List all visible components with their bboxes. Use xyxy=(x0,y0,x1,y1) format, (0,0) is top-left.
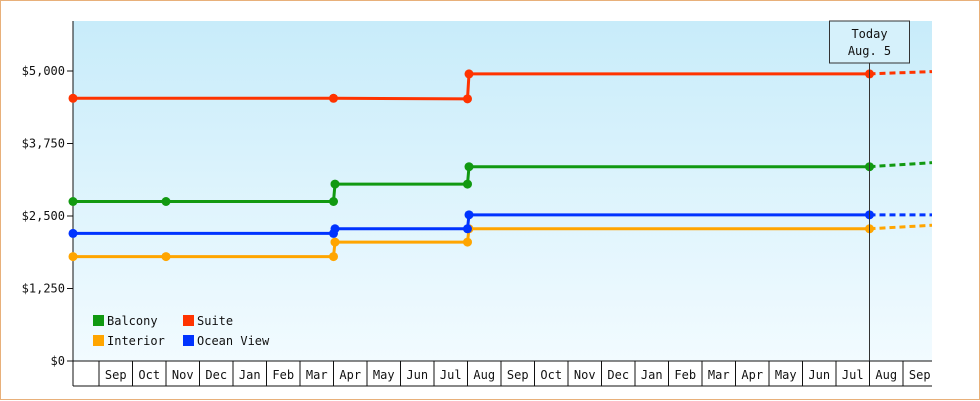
data-point xyxy=(330,179,340,189)
x-tick-label: Sep xyxy=(507,368,529,382)
data-point xyxy=(463,94,472,104)
x-tick-label: Oct xyxy=(540,368,562,382)
data-point xyxy=(68,93,78,103)
series-line xyxy=(73,213,870,235)
x-tick-label: Apr xyxy=(741,368,763,382)
x-tick-label: Nov xyxy=(172,368,194,382)
legend-swatch xyxy=(183,315,194,326)
legend-swatch xyxy=(93,315,104,326)
x-tick-label: Jan xyxy=(239,368,261,382)
x-tick-label: Sep xyxy=(909,368,931,382)
legend-label: Interior xyxy=(107,334,165,348)
y-tick-label: $0 xyxy=(51,354,65,368)
data-point xyxy=(330,237,340,247)
x-tick-label: Jul xyxy=(440,368,462,382)
data-point xyxy=(329,93,338,103)
x-tick-label: Mar xyxy=(708,368,730,382)
plot-background xyxy=(73,21,932,361)
x-tick-label: Sep xyxy=(105,368,127,382)
data-point xyxy=(329,252,338,262)
data-point xyxy=(161,197,171,206)
today-date: Aug. 5 xyxy=(848,44,891,58)
x-tick-label: Oct xyxy=(138,368,160,382)
x-tick-label: Nov xyxy=(574,368,596,382)
data-point xyxy=(68,197,78,206)
data-point xyxy=(464,210,474,220)
series-projection xyxy=(869,70,933,76)
x-tick-label: Jun xyxy=(406,368,428,382)
legend-swatch xyxy=(93,335,104,346)
y-tick-label: $3,750 xyxy=(22,137,65,151)
data-point xyxy=(464,69,474,79)
x-tick-label: Aug xyxy=(875,368,897,382)
legend-label: Ocean View xyxy=(197,334,270,348)
legend-label: Suite xyxy=(197,314,233,328)
x-tick-label: Feb xyxy=(674,368,696,382)
x-tick-label: Jul xyxy=(842,368,864,382)
x-tick-label: Apr xyxy=(339,368,361,382)
x-tick-label: Dec xyxy=(205,368,227,382)
data-point xyxy=(330,224,340,234)
legend-label: Balcony xyxy=(107,314,158,328)
data-point xyxy=(161,252,171,262)
x-tick-label: May xyxy=(373,368,395,382)
data-point xyxy=(68,228,78,238)
x-tick-label: Jan xyxy=(641,368,663,382)
series-projection xyxy=(869,223,933,231)
y-tick-label: $2,500 xyxy=(22,209,65,223)
x-tick-label: Aug xyxy=(473,368,495,382)
data-point xyxy=(463,224,472,234)
data-point xyxy=(464,162,474,172)
data-point xyxy=(329,197,338,206)
x-tick-label: Dec xyxy=(607,368,629,382)
x-tick-label: May xyxy=(775,368,797,382)
today-label: Today xyxy=(851,27,887,41)
x-tick-label: Jun xyxy=(808,368,830,382)
legend-swatch xyxy=(183,335,194,346)
data-point xyxy=(463,237,472,247)
data-point xyxy=(463,179,472,189)
x-tick-label: Mar xyxy=(306,368,328,382)
y-tick-label: $1,250 xyxy=(22,282,65,296)
series-projection xyxy=(869,161,933,169)
data-point xyxy=(68,252,78,262)
y-tick-label: $5,000 xyxy=(22,64,65,78)
today-box xyxy=(829,20,910,64)
x-tick-label: Feb xyxy=(272,368,294,382)
